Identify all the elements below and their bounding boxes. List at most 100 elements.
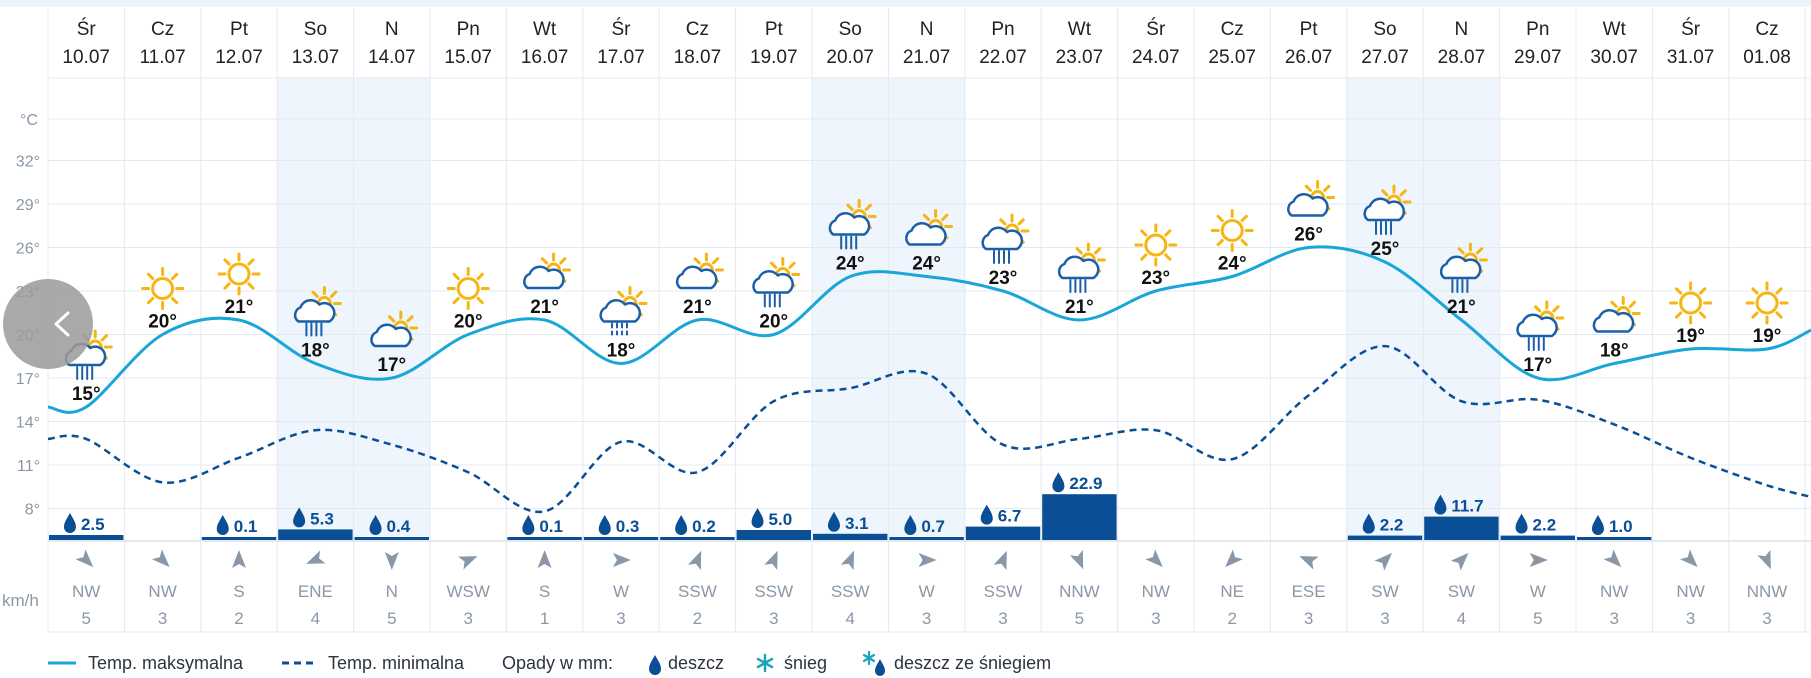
day-date-label: 22.07 bbox=[979, 47, 1027, 68]
day-header[interactable]: Wt 23.07 bbox=[1056, 19, 1104, 68]
raindrop-icon bbox=[1362, 513, 1375, 534]
day-name-label: So bbox=[304, 19, 327, 40]
wind-direction-label: SSW bbox=[831, 582, 870, 601]
sun-icon bbox=[446, 267, 490, 310]
wind-arrow-icon bbox=[764, 550, 778, 571]
wind-cell: NW 5 bbox=[72, 549, 100, 628]
raindrop-icon bbox=[1434, 494, 1447, 515]
day-header[interactable]: Pt 19.07 bbox=[750, 19, 798, 68]
day-header[interactable]: Śr 10.07 bbox=[62, 18, 110, 68]
precip-value-label: 0.1 bbox=[234, 517, 258, 536]
day-header[interactable]: Wt 30.07 bbox=[1590, 19, 1638, 68]
weather-cell: 23° bbox=[981, 213, 1030, 289]
wind-speed-label: 2 bbox=[1227, 609, 1236, 628]
day-header[interactable]: Cz 25.07 bbox=[1208, 19, 1256, 68]
wind-speed-label: 4 bbox=[311, 609, 320, 628]
wind-direction-label: ENE bbox=[298, 582, 333, 601]
day-header[interactable]: Cz 18.07 bbox=[674, 19, 722, 68]
weather-cell: 20° bbox=[141, 267, 185, 333]
wind-arrow-icon bbox=[306, 550, 326, 564]
wind-arrow-icon bbox=[840, 550, 855, 571]
day-name-label: N bbox=[385, 19, 399, 40]
cloud-icon bbox=[599, 299, 642, 323]
wind-cell: SSW 4 bbox=[831, 550, 870, 628]
day-header[interactable]: Pn 29.07 bbox=[1514, 19, 1562, 68]
day-header[interactable]: Wt 16.07 bbox=[521, 19, 569, 68]
wind-speed-label: 5 bbox=[1533, 609, 1542, 628]
y-tick-label: 17° bbox=[16, 371, 40, 388]
max-temp-label: 21° bbox=[1447, 297, 1476, 318]
day-date-label: 24.07 bbox=[1132, 47, 1180, 68]
day-header[interactable]: So 27.07 bbox=[1361, 19, 1409, 68]
day-name-label: Pt bbox=[765, 19, 784, 40]
precip-value-label: 2.2 bbox=[1533, 516, 1557, 535]
day-header[interactable]: Pt 26.07 bbox=[1285, 19, 1333, 68]
day-name-label: Cz bbox=[1221, 19, 1244, 40]
precip-value-label: 0.4 bbox=[387, 517, 411, 536]
wind-speed-label: 3 bbox=[922, 609, 931, 628]
day-date-label: 13.07 bbox=[292, 47, 340, 68]
day-header[interactable]: So 20.07 bbox=[826, 19, 874, 68]
day-date-label: 12.07 bbox=[215, 47, 263, 68]
wind-arrow-icon bbox=[1529, 552, 1548, 567]
raindrop-icon bbox=[598, 515, 611, 535]
day-header[interactable]: Pn 22.07 bbox=[979, 19, 1027, 68]
day-name-label: N bbox=[920, 19, 934, 40]
day-header[interactable]: So 13.07 bbox=[292, 19, 340, 68]
day-name-label: Pn bbox=[991, 19, 1014, 40]
max-temp-label: 23° bbox=[989, 268, 1018, 289]
day-header[interactable]: Śr 24.07 bbox=[1132, 18, 1180, 68]
wind-speed-label: 2 bbox=[693, 609, 702, 628]
wind-arrow-icon bbox=[1450, 552, 1469, 571]
sun-icon bbox=[1134, 223, 1178, 267]
wind-cell: SSW 2 bbox=[678, 550, 717, 628]
rain-icon bbox=[993, 250, 1010, 264]
rain-icon bbox=[1069, 279, 1087, 293]
wind-speed-label: 3 bbox=[1380, 609, 1389, 628]
prev-range-button[interactable] bbox=[3, 279, 93, 369]
day-name-label: So bbox=[1373, 19, 1396, 40]
precip-bar bbox=[889, 537, 964, 540]
weather-cell: 21° bbox=[1057, 242, 1106, 318]
day-name-label: Śr bbox=[612, 18, 632, 40]
day-header[interactable]: Pt 12.07 bbox=[215, 19, 263, 68]
day-header[interactable]: Śr 17.07 bbox=[597, 18, 645, 68]
wind-cell: SW 4 bbox=[1448, 552, 1475, 628]
temp-unit-label: °C bbox=[20, 112, 38, 129]
day-header[interactable]: Cz 01.08 bbox=[1743, 19, 1791, 68]
day-name-label: Cz bbox=[686, 19, 709, 40]
wind-cell: NNW 3 bbox=[1747, 549, 1787, 628]
day-header[interactable]: Cz 11.07 bbox=[140, 19, 186, 68]
day-header[interactable]: Pn 15.07 bbox=[444, 19, 492, 68]
series-max-temp-line bbox=[47, 245, 1811, 414]
wind-cell: NW 3 bbox=[148, 549, 177, 628]
day-header[interactable]: N 14.07 bbox=[368, 19, 416, 68]
weather-cell: 18° bbox=[1592, 296, 1641, 362]
wind-cell: NNW 5 bbox=[1059, 549, 1100, 628]
wind-cell: WSW 3 bbox=[446, 556, 490, 628]
rain-icon bbox=[305, 322, 323, 337]
day-name-label: Śr bbox=[1146, 18, 1166, 40]
cloud-icon bbox=[828, 212, 871, 236]
raindrop-icon bbox=[369, 515, 382, 535]
weather-cell: 24° bbox=[1210, 209, 1254, 275]
precip-column: 0.7 bbox=[889, 515, 964, 540]
rain-icon bbox=[840, 235, 858, 250]
precip-value-label: 6.7 bbox=[998, 507, 1022, 526]
weather-cell: 26° bbox=[1287, 180, 1336, 246]
day-header[interactable]: Śr 31.07 bbox=[1667, 18, 1715, 68]
wind-arrow-icon bbox=[1757, 549, 1771, 570]
day-header[interactable]: N 28.07 bbox=[1438, 19, 1486, 68]
wind-cell: SSW 3 bbox=[984, 550, 1022, 628]
wind-cell: W3 bbox=[919, 553, 937, 628]
raindrop-icon bbox=[904, 515, 917, 535]
wind-direction-label: NE bbox=[1220, 582, 1244, 601]
drizzle-icon bbox=[611, 322, 628, 336]
rain-icon bbox=[1451, 279, 1469, 293]
y-tick-label: 14° bbox=[16, 415, 40, 432]
weather-cell: 18° bbox=[293, 286, 342, 362]
rain-icon bbox=[1527, 337, 1545, 351]
precip-column: 22.9 bbox=[1042, 472, 1117, 540]
day-header[interactable]: N 21.07 bbox=[903, 19, 951, 68]
